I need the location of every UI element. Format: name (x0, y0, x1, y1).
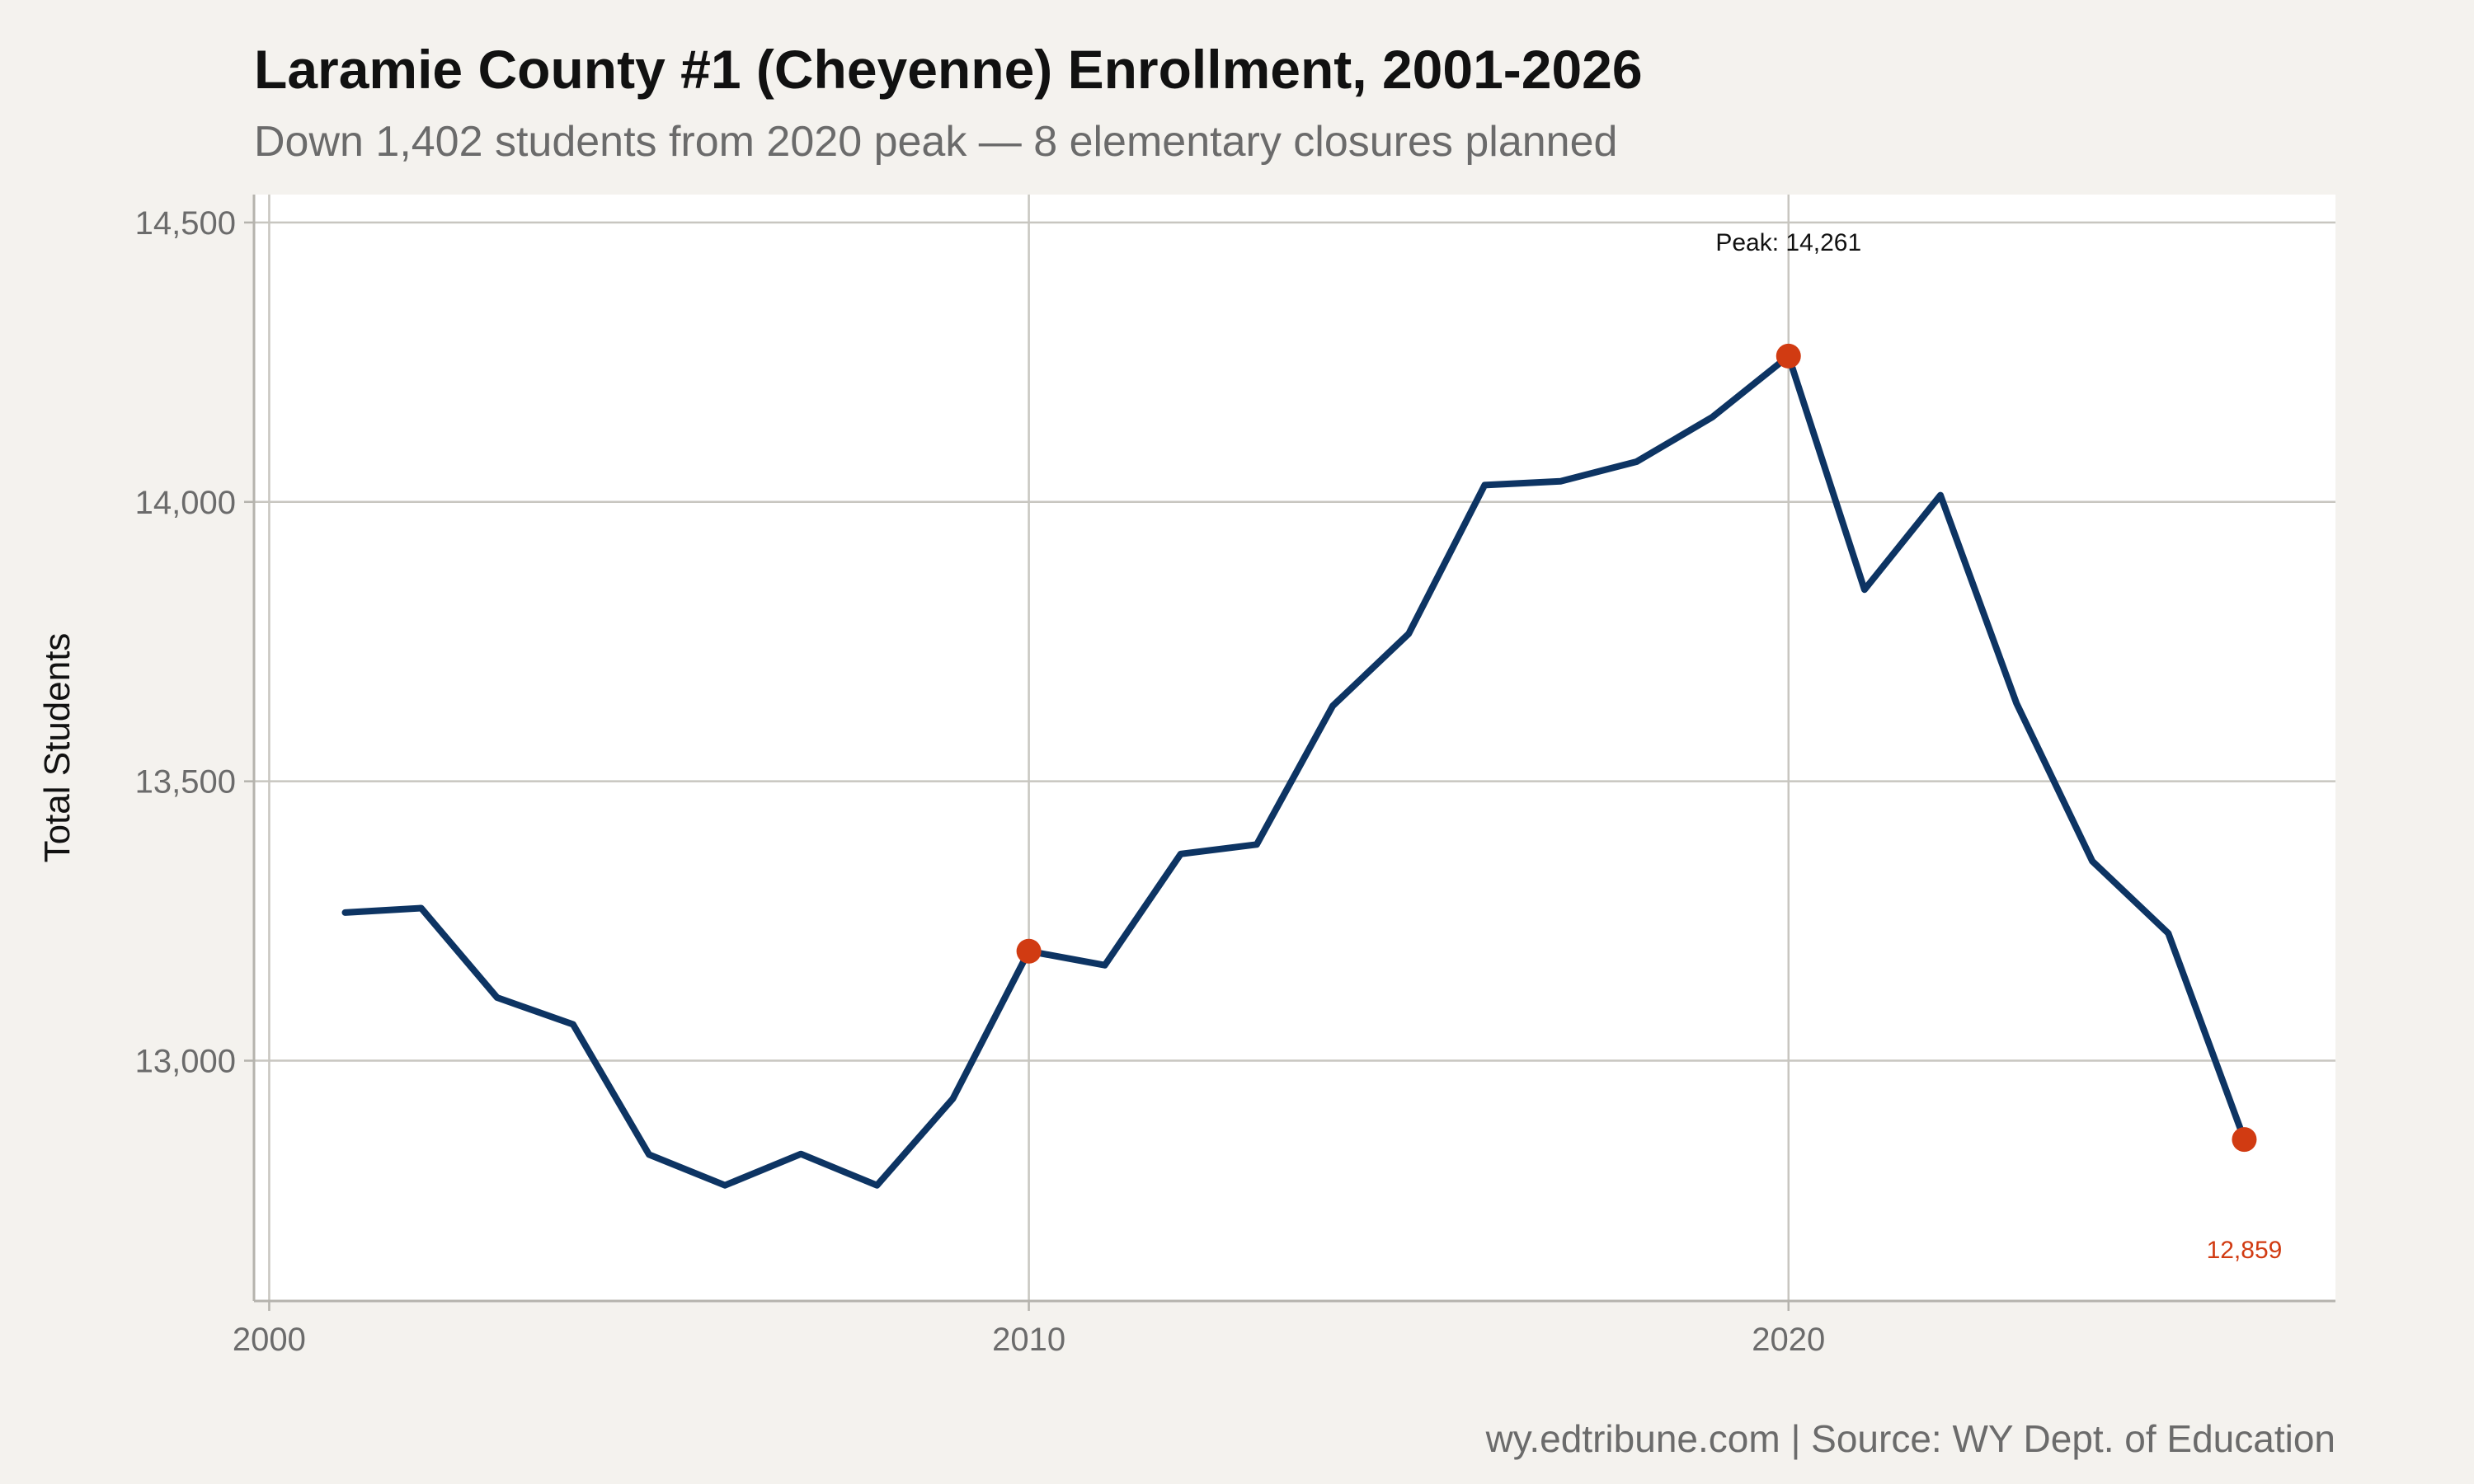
y-tick-label: 13,000 (135, 1044, 236, 1080)
annotations: Peak: 14,261 12,859 (1715, 229, 2282, 1264)
y-tick-label: 13,500 (135, 764, 236, 801)
x-tick-label: 2010 (992, 1322, 1065, 1358)
highlight-points (1016, 343, 2257, 1153)
source-caption: wy.edtribune.com | Source: WY Dept. of E… (1485, 1417, 2335, 1460)
x-tick-label: 2020 (1752, 1322, 1825, 1358)
y-tick-label: 14,000 (135, 485, 236, 521)
tick-labels: 13,000 13,500 14,000 14,500 2000 2010 2020 (135, 205, 1826, 1358)
highlight-point (1776, 343, 1801, 369)
y-axis-title: Total Students (37, 633, 78, 863)
x-tick-label: 2000 (233, 1322, 306, 1358)
chart-subtitle: Down 1,402 students from 2020 peak — 8 e… (254, 118, 1618, 166)
axes (244, 195, 2335, 1311)
y-tick-label: 14,500 (135, 205, 236, 242)
peak-annotation: Peak: 14,261 (1715, 229, 1861, 256)
plot-background (254, 195, 2335, 1301)
chart-title: Laramie County #1 (Cheyenne) Enrollment,… (254, 39, 1643, 100)
latest-value-annotation: 12,859 (2207, 1237, 2283, 1264)
highlight-point (2232, 1127, 2257, 1153)
highlight-point (1016, 938, 1042, 964)
enrollment-line (341, 352, 2248, 1189)
gridlines (254, 195, 2335, 1301)
